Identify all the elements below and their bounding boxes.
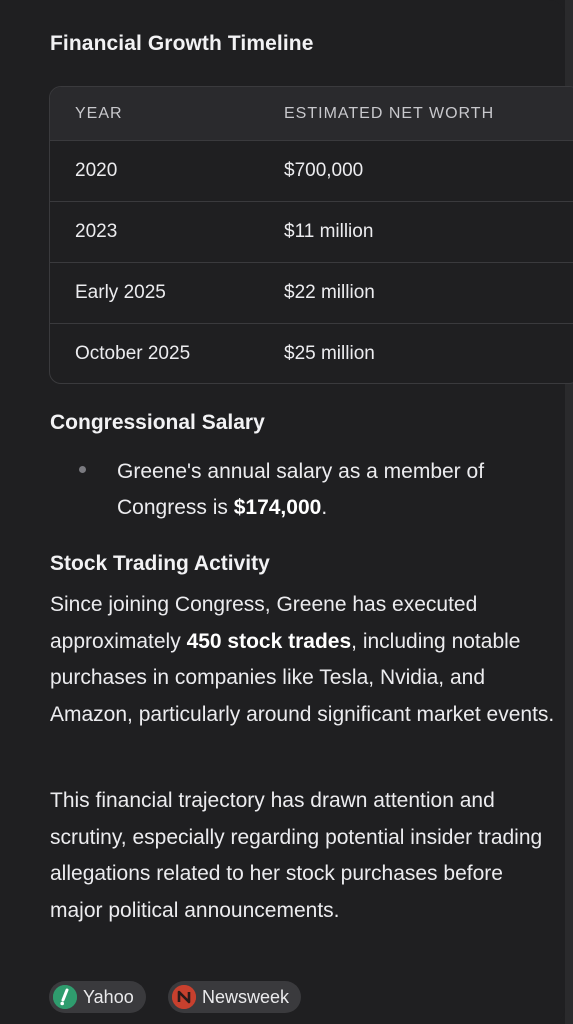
cell-net-worth: $700,000	[284, 160, 364, 181]
trading-paragraph-1: Since joining Congress, Greene has execu…	[50, 587, 560, 733]
trade-count: 450 stock trades	[186, 629, 352, 653]
window-edge	[565, 0, 573, 1024]
source-chip-yahoo[interactable]: Yahoo	[49, 981, 146, 1013]
salary-amount: $174,000	[233, 496, 322, 519]
table-row: October 2025 $25 million	[50, 324, 573, 383]
table-row: Early 2025 $22 million	[50, 263, 573, 324]
salary-bullet-end: .	[321, 496, 328, 519]
salary-bullet-text: Greene's annual salary as a member of Co…	[117, 460, 485, 519]
header-net-worth: ESTIMATED NET WORTH	[284, 105, 495, 122]
net-worth-table: YEAR ESTIMATED NET WORTH 2020 $700,000 2…	[49, 86, 573, 384]
source-label-newsweek: Newsweek	[202, 986, 290, 1007]
source-chip-newsweek[interactable]: Newsweek	[168, 981, 302, 1013]
table-row: 2020 $700,000	[50, 141, 573, 202]
yahoo-icon	[53, 985, 77, 1009]
cell-net-worth: $25 million	[284, 343, 375, 364]
newsweek-icon	[172, 985, 196, 1009]
table-header: YEAR ESTIMATED NET WORTH	[50, 87, 573, 141]
source-label-yahoo: Yahoo	[83, 986, 134, 1007]
cell-year: 2023	[75, 221, 118, 242]
salary-bullet: Greene's annual salary as a member of Co…	[117, 454, 557, 526]
section-title: Financial Growth Timeline	[50, 32, 314, 55]
header-year: YEAR	[75, 105, 123, 122]
table-row: 2023 $11 million	[50, 202, 573, 263]
cell-year: October 2025	[75, 343, 191, 364]
cell-year: 2020	[75, 160, 118, 181]
trading-heading: Stock Trading Activity	[50, 552, 270, 575]
trading-p1-start: Since joining Congress, Greene has execu…	[50, 593, 478, 653]
trading-paragraph-2: This financial trajectory has drawn atte…	[50, 789, 543, 922]
salary-heading: Congressional Salary	[50, 411, 265, 434]
cell-net-worth: $11 million	[284, 221, 374, 242]
bullet-icon	[79, 466, 86, 473]
trading-p1-end: , including notable purchases in compani…	[50, 629, 555, 726]
cell-net-worth: $22 million	[284, 282, 375, 303]
cell-year: Early 2025	[75, 282, 166, 303]
